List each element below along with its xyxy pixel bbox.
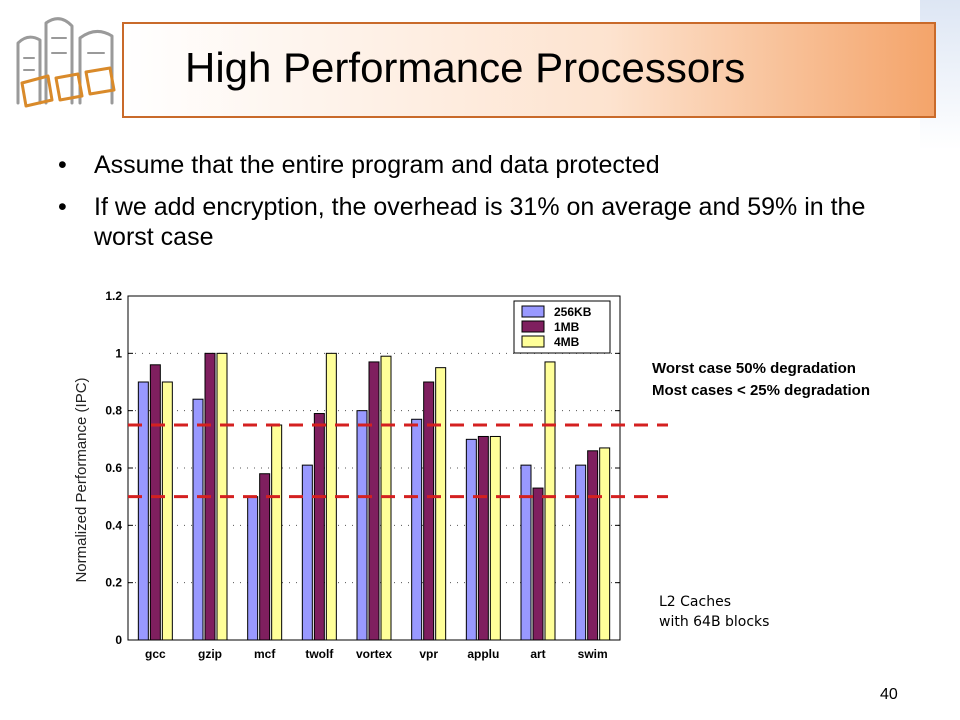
- bullet-glyph: •: [58, 151, 67, 179]
- page-title: High Performance Processors: [185, 44, 746, 91]
- cache-note: L2 Caches with 64B blocks: [659, 592, 769, 632]
- page-number: 40: [880, 686, 898, 703]
- y-tick-label: 1: [115, 346, 122, 360]
- bar: [149, 364, 161, 641]
- degradation-note-line: Worst case 50% degradation: [652, 360, 856, 377]
- title-banner: [122, 22, 936, 118]
- bar: [423, 381, 435, 641]
- bar: [411, 418, 423, 641]
- bar: [356, 410, 368, 641]
- bar: [301, 464, 313, 641]
- bullet-text: If we add encryption, the overhead is 31…: [94, 193, 866, 251]
- y-tick-label: 0.4: [105, 518, 122, 532]
- bullet-list: • Assume that the entire program and dat…: [58, 150, 878, 264]
- plot-frame: [127, 295, 621, 641]
- x-tick-label: vpr: [419, 647, 438, 661]
- bullet-text: Assume that the entire program and data …: [94, 151, 660, 179]
- x-tick-label: vortex: [356, 647, 392, 661]
- legend-label: 1MB: [554, 320, 580, 334]
- x-tick-label: swim: [578, 647, 608, 661]
- x-tick-label: art: [530, 647, 545, 661]
- bar: [587, 450, 599, 641]
- y-tick-label: 0.6: [105, 461, 122, 475]
- degradation-note-line: Most cases < 25% degradation: [652, 382, 870, 399]
- legend-label: 256KB: [554, 305, 592, 319]
- bar: [137, 381, 149, 641]
- x-tick-label: applu: [467, 647, 499, 661]
- bullet-item: • Assume that the entire program and dat…: [58, 150, 878, 180]
- legend-swatch: [521, 335, 545, 348]
- bar: [435, 367, 447, 641]
- legend-label: 4MB: [554, 335, 580, 349]
- bar: [368, 361, 380, 641]
- x-tick-label: gcc: [145, 647, 166, 661]
- logo-icon: [16, 17, 116, 108]
- y-tick-label: 0: [115, 633, 122, 647]
- bar: [489, 435, 501, 641]
- degradation-note: Worst case 50% degradation Most cases < …: [652, 358, 870, 402]
- cache-note-line: L2 Caches: [659, 594, 731, 610]
- bar: [271, 424, 283, 641]
- x-tick-label: mcf: [254, 647, 276, 661]
- legend-swatch: [521, 305, 545, 318]
- bar: [520, 464, 532, 641]
- bar: [477, 435, 489, 641]
- bar: [161, 381, 173, 641]
- bar: [465, 438, 477, 641]
- bar: [325, 352, 337, 641]
- bar: [599, 447, 611, 641]
- bullet-glyph: •: [58, 193, 67, 221]
- x-tick-label: twolf: [305, 647, 334, 661]
- bullet-item: • If we add encryption, the overhead is …: [58, 192, 878, 252]
- y-tick-label: 0.2: [105, 576, 122, 590]
- bar: [544, 361, 556, 641]
- bar: [259, 473, 271, 641]
- x-tick-label: gzip: [198, 647, 222, 661]
- y-tick-label: 0.8: [105, 404, 122, 418]
- bar: [313, 413, 325, 641]
- y-axis-label: Normalized Performance (IPC): [73, 377, 90, 582]
- bar: [575, 464, 587, 641]
- cache-note-line: with 64B blocks: [659, 614, 770, 630]
- bar: [532, 487, 544, 641]
- bar: [192, 398, 204, 641]
- bar: [247, 496, 259, 641]
- y-tick-label: 1.2: [105, 289, 122, 303]
- legend-swatch: [521, 320, 545, 333]
